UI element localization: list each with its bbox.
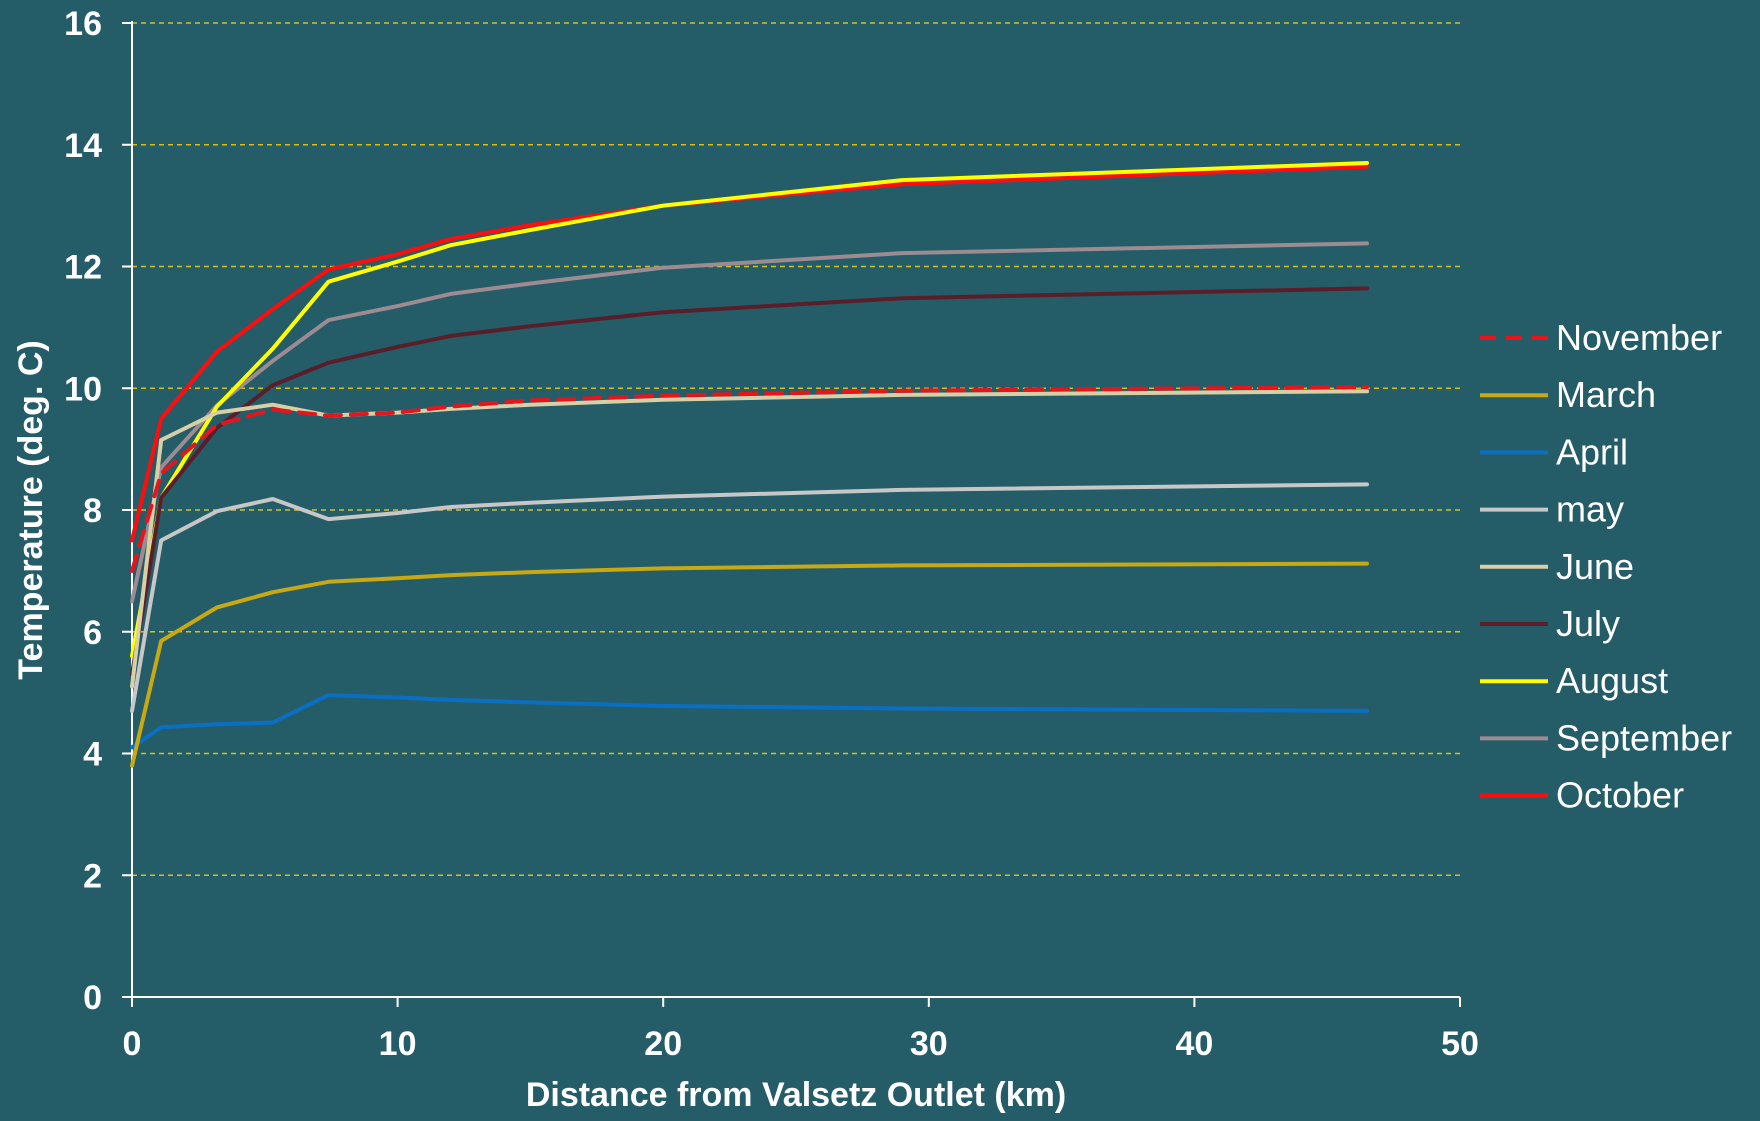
legend: November March April may June July August Septe…	[1480, 317, 1732, 816]
series-line-august	[130, 161, 1369, 659]
gridlines	[132, 22, 1460, 876]
series-line-october	[130, 164, 1369, 543]
legend-label-october: October	[1556, 775, 1684, 816]
legend-item-july: July	[1480, 603, 1620, 644]
y-tick-label-4: 4	[83, 736, 102, 774]
legend-label-april: April	[1556, 431, 1628, 472]
legend-item-november: November	[1480, 317, 1722, 358]
legend-item-september: September	[1480, 717, 1732, 758]
legend-item-march: March	[1480, 374, 1656, 415]
legend-label-june: June	[1556, 546, 1634, 587]
y-tick-label-12: 12	[64, 249, 102, 287]
series-line-may	[130, 482, 1369, 713]
series-line-november	[130, 385, 1369, 573]
x-tick-label-10: 10	[379, 1025, 417, 1063]
x-tick-label-30: 30	[910, 1025, 948, 1063]
legend-label-may: may	[1556, 489, 1624, 530]
x-tick-label-20: 20	[644, 1025, 682, 1063]
legend-item-october: October	[1480, 775, 1684, 816]
legend-label-july: July	[1556, 603, 1620, 644]
series-line-march	[130, 561, 1369, 768]
legend-label-september: September	[1556, 717, 1732, 758]
x-tick-label-40: 40	[1175, 1025, 1213, 1063]
x-tick-label-0: 0	[123, 1025, 142, 1063]
series-line-september	[130, 241, 1369, 604]
y-tick-label-16: 16	[64, 5, 102, 43]
y-tick-label-6: 6	[83, 614, 102, 652]
y-tick-label-10: 10	[64, 370, 102, 408]
legend-item-june: June	[1480, 546, 1634, 587]
axes	[122, 21, 1461, 1007]
x-tick-label-50: 50	[1441, 1025, 1479, 1063]
legend-item-august: August	[1480, 660, 1668, 701]
series-line-july	[130, 286, 1369, 677]
tick-labels: 0 2 4 6 8 10 12 14 16 0 10 20 30 40 50	[64, 5, 1479, 1063]
series-line-june	[130, 389, 1369, 689]
legend-label-november: November	[1556, 317, 1722, 358]
legend-label-march: March	[1556, 374, 1656, 415]
legend-item-april: April	[1480, 431, 1628, 472]
legend-item-may: may	[1480, 489, 1624, 530]
series-line-april	[130, 693, 1369, 750]
y-tick-label-8: 8	[83, 492, 102, 530]
legend-label-august: August	[1556, 660, 1668, 701]
y-tick-label-14: 14	[64, 127, 102, 165]
y-tick-label-0: 0	[83, 979, 102, 1017]
series-lines	[130, 161, 1369, 768]
y-tick-label-2: 2	[83, 857, 102, 895]
x-axis-title: Distance from Valsetz Outlet (km)	[526, 1076, 1066, 1114]
y-axis-title: Temperature (deg. C)	[12, 340, 50, 679]
